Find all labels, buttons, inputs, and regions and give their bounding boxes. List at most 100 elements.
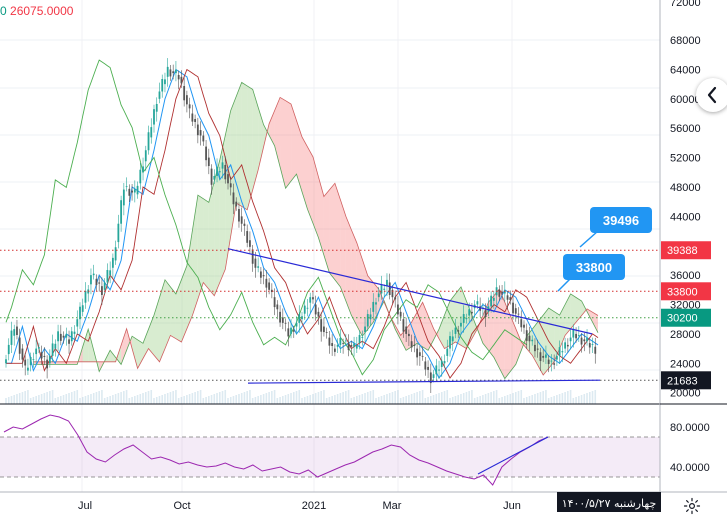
candle-body-61 [172, 71, 175, 74]
volume-bar-172 [476, 397, 479, 404]
candle-body-35 [101, 286, 103, 295]
candle-body-196 [542, 355, 545, 358]
candle-body-159 [440, 360, 443, 367]
candle-body-33 [95, 278, 98, 286]
volume-bar-212 [586, 393, 588, 404]
cloud-segment-82 [230, 96, 237, 237]
gear-icon[interactable] [683, 497, 701, 515]
volume-bar-8 [27, 390, 29, 404]
candle-body-127 [353, 343, 355, 347]
volume-bar-185 [512, 393, 514, 404]
candle-body-153 [424, 361, 427, 370]
candle-body-199 [550, 360, 553, 362]
candle-body-121 [336, 344, 339, 347]
candle-body-115 [320, 319, 323, 332]
candle-body-195 [539, 352, 542, 362]
leading-span-a [33, 81, 599, 380]
volume-bar-32 [92, 393, 95, 404]
volume-bar-210 [580, 395, 583, 404]
candle-body-147 [407, 333, 410, 337]
volume-bar-150 [416, 392, 418, 404]
volume-bar-78 [218, 392, 221, 404]
candle-body-44 [125, 186, 128, 188]
volume-bar-39 [112, 395, 114, 404]
candle-body-87 [243, 223, 246, 226]
volume-bar-59 [166, 393, 169, 404]
volume-bar-72 [202, 398, 205, 404]
candle-body-27 [79, 306, 81, 320]
trendlines[interactable] [227, 248, 601, 384]
price-badge-3: 21683 [667, 375, 698, 387]
volume-bar-92 [257, 396, 259, 404]
price-badge-1: 33800 [667, 286, 698, 298]
price-badge-box-3 [661, 371, 711, 390]
time-tick-4: Jun [503, 500, 521, 512]
candle-body-0 [5, 359, 7, 364]
candle-body-16 [48, 355, 51, 364]
candle-body-18 [54, 343, 57, 349]
candle-body-200 [553, 363, 556, 365]
volume-bar-12 [38, 395, 40, 404]
callouts[interactable]: 39496 33800 [557, 207, 652, 292]
volume-bar-109 [303, 397, 306, 404]
volume-bar-102 [284, 395, 287, 404]
cloud-segment-54 [154, 297, 160, 362]
volume-bar-164 [454, 396, 457, 404]
volume-bar-44 [125, 390, 128, 404]
volume-bar-86 [240, 393, 243, 404]
volume-bar-71 [199, 390, 202, 404]
candle-body-43 [122, 189, 125, 206]
volume-bar-192 [531, 395, 534, 404]
volume-bar-25 [73, 391, 76, 404]
candle-body-109 [303, 305, 306, 314]
candle-body-25 [73, 331, 76, 334]
candle-body-49 [139, 169, 142, 184]
volume-bar-33 [95, 392, 98, 404]
candle-body-169 [468, 309, 471, 316]
floating-action-button[interactable] [696, 78, 727, 112]
candle-body-141 [391, 289, 394, 298]
candle-body-47 [133, 189, 136, 193]
candle-body-80 [224, 164, 227, 180]
cloud-segment-210 [581, 300, 588, 316]
candle-body-178 [492, 297, 495, 301]
volume-bar-103 [287, 394, 290, 404]
candle-body-161 [446, 348, 449, 356]
volume-bar-61 [172, 391, 174, 404]
cloud-segment-104 [291, 103, 297, 182]
candle-body-21 [62, 335, 65, 338]
candle-body-8 [27, 367, 29, 371]
volume-bar-113 [314, 393, 317, 404]
candle-body-56 [158, 91, 161, 99]
candle-body-175 [484, 310, 487, 317]
candle-body-48 [136, 185, 139, 195]
volume-bar-29 [84, 396, 87, 404]
volume-bar-108 [301, 398, 303, 404]
volume-bar-195 [539, 392, 542, 404]
volume-bar-105 [292, 392, 295, 404]
candle-body-102 [284, 322, 287, 324]
candle-body-201 [555, 355, 558, 360]
volume-bar-54 [153, 398, 155, 404]
candle-body-207 [572, 328, 575, 338]
volume-bar-193 [534, 394, 536, 404]
volume-bar-20 [60, 396, 62, 404]
candle-body-213 [588, 343, 591, 348]
cloud-segment-48 [137, 339, 144, 369]
volume-bar-30 [87, 395, 90, 404]
volume-bar-178 [493, 391, 495, 404]
candle-body-39 [111, 257, 114, 268]
arrow-icon [707, 86, 717, 104]
volume-bar-57 [161, 395, 164, 404]
cloud-segment-116 [323, 189, 330, 273]
candle-body-51 [144, 150, 147, 162]
volume-bar-67 [188, 394, 191, 404]
candle-body-24 [70, 331, 73, 342]
ohlc-readout: 0 26075.0000 [0, 4, 73, 18]
candle-body-122 [339, 337, 342, 345]
volume-bar-70 [197, 391, 199, 404]
volume-bar-18 [54, 398, 57, 404]
volume-bar-201 [556, 395, 558, 404]
volume-bar-38 [109, 396, 111, 404]
